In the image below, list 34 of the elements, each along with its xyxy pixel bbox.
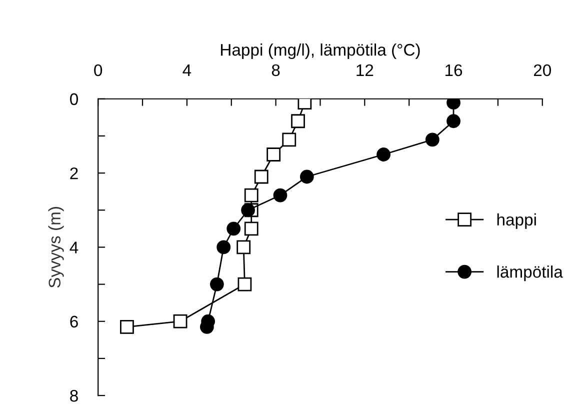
x-tick-label: 20 xyxy=(534,64,551,76)
point xyxy=(425,132,440,147)
point xyxy=(291,114,305,128)
point xyxy=(300,170,314,184)
point xyxy=(236,240,251,254)
x-tick-label: 16 xyxy=(446,64,462,76)
point xyxy=(376,148,390,162)
point xyxy=(244,188,258,202)
point xyxy=(173,314,188,328)
x-axis-title: Happi (mg/l), lämpötila (°C) xyxy=(221,43,420,60)
y-axis-title: Syvyys (m) xyxy=(48,207,64,288)
x-tick-label: 8 xyxy=(272,64,280,76)
point xyxy=(254,170,268,184)
y-tick-label: 6 xyxy=(70,316,78,328)
y-tick-label: 8 xyxy=(70,390,78,402)
legend-label: lämpötila xyxy=(497,266,563,282)
y-tick-label: 0 xyxy=(70,93,78,106)
x-tick-label: 0 xyxy=(94,64,102,76)
point xyxy=(238,277,252,292)
x-tick-label: 12 xyxy=(356,64,374,76)
y-tick-label: 4 xyxy=(70,242,78,254)
point xyxy=(210,277,224,292)
point xyxy=(273,188,288,202)
x-tick-label: 4 xyxy=(182,64,192,76)
point xyxy=(446,114,460,128)
point xyxy=(282,132,296,147)
point xyxy=(244,222,258,236)
point xyxy=(241,203,255,218)
point xyxy=(266,148,281,162)
point xyxy=(226,222,241,236)
legend-label: happi xyxy=(497,213,536,229)
point xyxy=(120,320,134,334)
point xyxy=(216,240,231,254)
y-tick-label: 2 xyxy=(70,167,78,180)
